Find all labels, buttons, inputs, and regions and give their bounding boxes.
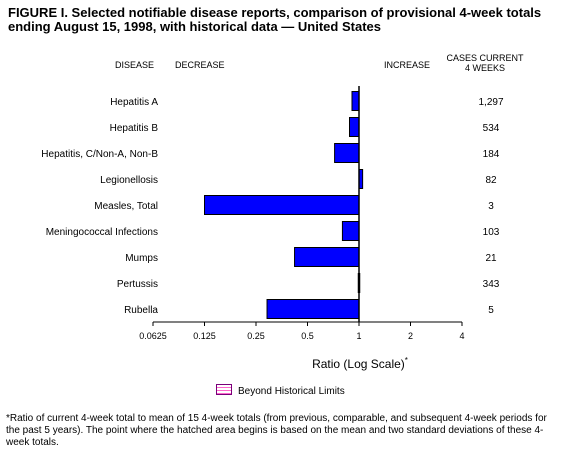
bar xyxy=(266,299,360,319)
x-tick-label: 1 xyxy=(356,331,361,341)
cases-value: 3 xyxy=(488,201,494,212)
x-axis-label-text: Ratio (Log Scale) xyxy=(312,357,405,371)
category-label: Legionellosis xyxy=(100,175,158,186)
figure-title: FIGURE I. Selected notifiable disease re… xyxy=(8,5,542,34)
category-label: Pertussis xyxy=(117,279,158,290)
category-label: Hepatitis, C/Non-A, Non-B xyxy=(41,149,158,160)
category-label: Mumps xyxy=(125,253,158,264)
x-tick-label: 2 xyxy=(408,331,413,341)
bar xyxy=(294,247,360,267)
cases-value: 103 xyxy=(483,227,500,238)
category-label: Rubella xyxy=(124,305,158,316)
category-label: Meningococcal Infections xyxy=(46,227,158,238)
bar xyxy=(351,91,360,111)
x-tick-label: 0.25 xyxy=(247,331,265,341)
cases-header-line2: 4 WEEKS xyxy=(464,63,505,73)
bar xyxy=(204,195,360,215)
cases-value: 1,297 xyxy=(478,97,503,108)
x-tick-label: 0.5 xyxy=(301,331,314,341)
increase-header: INCREASE xyxy=(384,60,431,70)
cases-value: 534 xyxy=(483,123,500,134)
x-axis-label: Ratio (Log Scale)* xyxy=(250,356,470,371)
cases-value: 5 xyxy=(488,305,494,316)
x-tick-label: 0.125 xyxy=(193,331,216,341)
cases-value: 343 xyxy=(483,279,500,290)
legend: Beyond Historical Limits xyxy=(216,384,345,397)
x-axis-label-footnote-mark: * xyxy=(404,356,408,365)
disease-header: DISEASE xyxy=(115,60,155,70)
category-label: Measles, Total xyxy=(94,201,158,212)
footnote: *Ratio of current 4-week total to mean o… xyxy=(6,413,547,448)
cases-header-line1: CASES CURRENT xyxy=(446,53,524,63)
decrease-header: DECREASE xyxy=(175,60,225,70)
cases-header: CASES CURRENT 4 WEEKS xyxy=(440,53,530,73)
bar xyxy=(349,117,360,137)
bar xyxy=(334,143,360,163)
category-label: Hepatitis B xyxy=(110,123,159,134)
cases-value: 184 xyxy=(483,149,500,160)
x-tick-label: 4 xyxy=(459,331,464,341)
category-label: Hepatitis A xyxy=(110,97,158,108)
bar xyxy=(341,221,360,241)
cases-value: 82 xyxy=(485,175,497,186)
legend-label: Beyond Historical Limits xyxy=(238,386,345,397)
cases-value: 21 xyxy=(485,253,497,264)
hatched-swatch-icon xyxy=(216,384,232,395)
x-tick-label: 0.0625 xyxy=(139,331,167,341)
